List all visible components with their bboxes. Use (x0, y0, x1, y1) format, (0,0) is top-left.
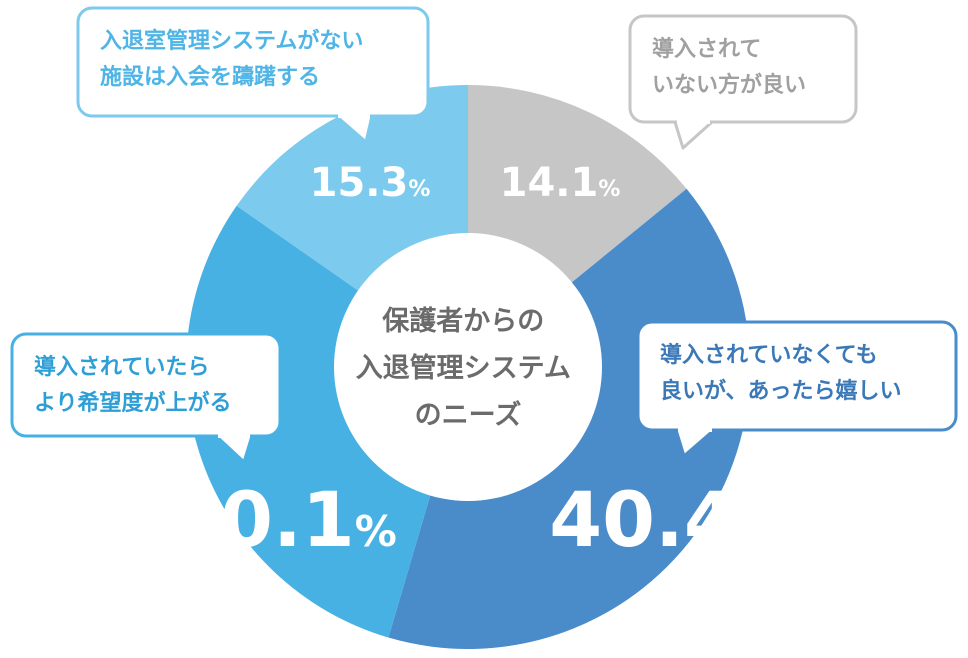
callout-4: 入退室管理システムがない施設は入会を躊躇する (76, 6, 430, 144)
callout-3: 導入されていたらより希望度が上がる (10, 332, 282, 464)
callout-box-3 (10, 332, 282, 438)
callout-text-2: 導入されていなくても良いが、あったら嬉しい (660, 342, 902, 404)
callout-line-3-2: より希望度が上がる (34, 390, 232, 416)
values-layer: 14.1%40.4%30.1%15.3% (167, 160, 779, 564)
slice-value-label-2: 40.4% (549, 475, 779, 564)
callout-line-2-1: 導入されていなくても (660, 342, 878, 368)
callout-text-1: 導入されていない方が良い (652, 36, 806, 98)
callout-text-4: 入退室管理システムがない施設は入会を躊躇する (100, 28, 363, 90)
slice-value-number-2: 40.4 (549, 475, 737, 564)
callout-text-3: 導入されていたらより希望度が上がる (34, 354, 232, 416)
slice-value-number-1: 14.1 (500, 160, 599, 206)
slice-value-label-4: 15.3% (310, 160, 431, 206)
callout-box-1 (628, 14, 858, 124)
pie-slice-3 (186, 205, 469, 638)
center-label-line-2: 入退管理システム (356, 353, 571, 384)
slice-value-unit-4: % (408, 177, 430, 202)
callout-1: 導入されていない方が良い (628, 14, 858, 150)
callout-2: 導入されていなくても良いが、あったら嬉しい (636, 320, 958, 458)
slice-value-number-3: 30.1 (167, 475, 355, 564)
callout-line-4-1: 入退室管理システムがない (100, 28, 363, 54)
callout-line-1-1: 導入されて (652, 36, 761, 62)
callout-line-2-2: 良いが、あったら嬉しい (660, 378, 902, 404)
callout-box-2 (636, 320, 958, 432)
callout-box-4 (76, 6, 430, 118)
slice-value-label-3: 30.1% (167, 475, 397, 564)
callout-line-3-1: 導入されていたら (34, 354, 209, 380)
center-hole (334, 233, 602, 501)
slice-value-unit-2: % (737, 507, 779, 556)
slice-value-unit-3: % (355, 507, 397, 556)
callout-tail-1 (673, 120, 714, 150)
center-label: 保護者からの 入退管理システム のニーズ (356, 305, 581, 431)
slice-value-label-1: 14.1% (500, 160, 621, 206)
slice-value-number-4: 15.3 (310, 160, 409, 206)
center-label-line-1: 保護者からの (381, 305, 544, 337)
callout-line-4-2: 施設は入会を躊躇する (100, 64, 320, 90)
callout-line-1-2: いない方が良い (652, 72, 806, 98)
slice-value-unit-1: % (598, 177, 620, 202)
center-label-line-3: のニーズ (415, 399, 522, 431)
